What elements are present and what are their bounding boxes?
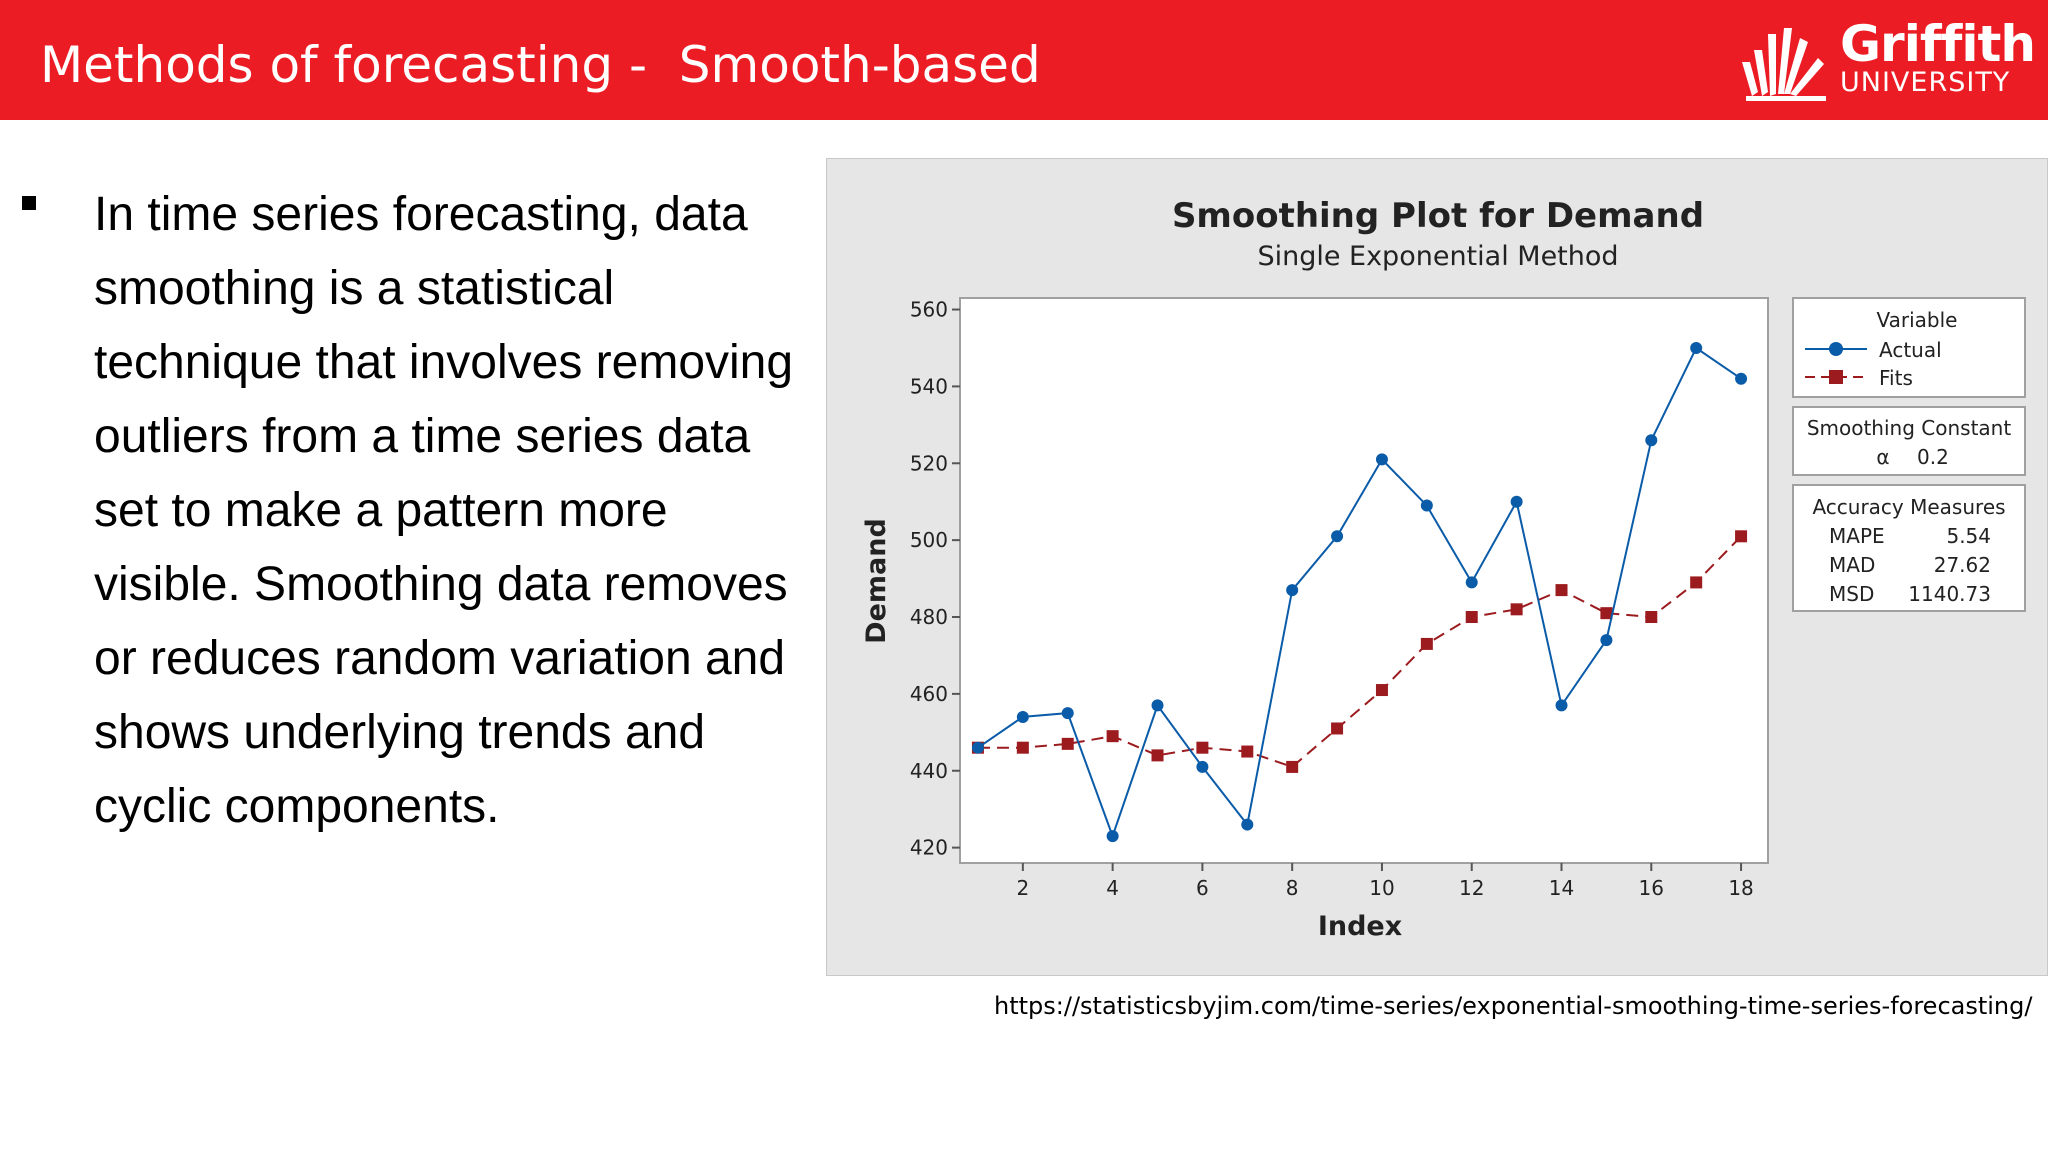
data-point-fits — [1286, 760, 1299, 773]
data-point-fits — [1420, 637, 1433, 650]
data-point-actual — [1061, 707, 1074, 720]
data-point-fits — [1196, 741, 1209, 754]
x-tick-label: 4 — [1106, 876, 1119, 900]
legend-actual-marker — [1829, 342, 1843, 356]
data-point-fits — [1555, 584, 1568, 597]
data-point-fits — [1465, 611, 1478, 624]
data-point-actual — [1510, 495, 1523, 508]
data-point-actual — [1645, 434, 1658, 447]
x-tick-label: 16 — [1639, 876, 1664, 900]
accuracy-msd-label: MSD — [1829, 582, 1874, 606]
y-tick-label: 420 — [910, 836, 948, 860]
x-tick-label: 12 — [1459, 876, 1484, 900]
data-point-fits — [1510, 603, 1523, 616]
data-point-actual — [1196, 760, 1209, 773]
legend-fits-marker — [1829, 370, 1843, 384]
bullet-text: In time series forecasting, data smoothi… — [94, 188, 794, 833]
slide-title: Methods of forecasting - Smooth-based — [40, 36, 1041, 94]
data-point-fits — [1151, 749, 1164, 762]
data-point-actual — [1241, 818, 1254, 831]
data-point-fits — [1331, 722, 1344, 735]
data-point-fits — [1600, 607, 1613, 620]
chart-title: Smoothing Plot for Demand — [1172, 196, 1704, 236]
series-line-actual — [977, 346, 1742, 840]
data-point-actual — [1286, 584, 1299, 597]
x-tick-label: 10 — [1369, 876, 1394, 900]
data-point-actual — [1420, 499, 1433, 512]
y-tick-label: 540 — [910, 374, 948, 398]
y-tick-label: 500 — [910, 528, 948, 552]
y-tick-label: 460 — [910, 682, 948, 706]
data-point-actual — [1106, 830, 1119, 843]
y-tick-label: 480 — [910, 605, 948, 629]
x-tick-label: 14 — [1549, 876, 1574, 900]
bullet-marker — [22, 196, 36, 210]
griffith-university-logo: Griffith UNIVERSITY — [1740, 16, 2036, 102]
data-point-actual — [1331, 530, 1344, 543]
data-point-actual — [1375, 453, 1388, 466]
data-point-fits — [1241, 745, 1254, 758]
title-bar: Methods of forecasting - Smooth-based Gr… — [0, 0, 2048, 120]
data-point-fits — [1735, 530, 1748, 543]
data-point-actual — [1735, 372, 1748, 385]
accuracy-mape-value: 5.54 — [1946, 524, 1991, 548]
chart-panel: Smoothing Plot for Demand Single Exponen… — [826, 158, 2048, 976]
data-point-actual — [1555, 699, 1568, 712]
y-tick-label: 560 — [910, 298, 948, 322]
accuracy-measures-box — [1792, 484, 2026, 612]
x-axis-label: Index — [1318, 911, 1402, 942]
smoothing-alpha-value: 0.2 — [1917, 445, 1949, 469]
data-point-actual — [1690, 341, 1703, 354]
x-tick-label: 6 — [1196, 876, 1209, 900]
smoothing-alpha-symbol: α — [1876, 445, 1889, 469]
smoothing-constant-box — [1792, 406, 2026, 476]
data-point-actual — [1600, 634, 1613, 647]
data-point-fits — [1645, 611, 1658, 624]
legend-title: Variable — [1877, 308, 1958, 332]
series-line-fits — [978, 535, 1742, 769]
x-tick-label: 8 — [1286, 876, 1299, 900]
chart-subtitle: Single Exponential Method — [1257, 241, 1618, 272]
accuracy-mad-label: MAD — [1829, 553, 1875, 577]
x-tick-label: 2 — [1016, 876, 1029, 900]
accuracy-msd-value: 1140.73 — [1908, 582, 1991, 606]
data-point-fits — [1106, 730, 1119, 743]
legend-fits-label: Fits — [1879, 366, 1913, 390]
y-tick-label: 520 — [910, 451, 948, 475]
accuracy-measures-title: Accuracy Measures — [1812, 495, 2005, 519]
data-point-actual — [1151, 699, 1164, 712]
smoothing-constant-title: Smoothing Constant — [1807, 416, 2012, 440]
legend-actual-label: Actual — [1879, 338, 1942, 362]
logo-name: Griffith — [1840, 15, 2036, 73]
data-point-fits — [1061, 737, 1074, 750]
smoothing-plot: Smoothing Plot for Demand Single Exponen… — [861, 196, 2026, 942]
y-axis-label: Demand — [861, 518, 892, 644]
data-point-fits — [1690, 576, 1703, 589]
data-point-actual — [1016, 710, 1029, 723]
x-tick-label: 18 — [1728, 876, 1753, 900]
y-tick-label: 440 — [910, 759, 948, 783]
accuracy-mape-label: MAPE — [1829, 524, 1885, 548]
data-point-fits — [1375, 684, 1388, 697]
data-point-actual — [971, 741, 984, 754]
data-point-actual — [1465, 576, 1478, 589]
logo-subtitle: UNIVERSITY — [1840, 67, 2011, 98]
data-point-fits — [1016, 741, 1029, 754]
logo-emblem-icon — [1742, 28, 1826, 101]
source-link[interactable]: https://statisticsbyjim.com/time-series/… — [994, 992, 2033, 1020]
plot-area — [959, 297, 1769, 864]
accuracy-mad-value: 27.62 — [1934, 553, 1991, 577]
